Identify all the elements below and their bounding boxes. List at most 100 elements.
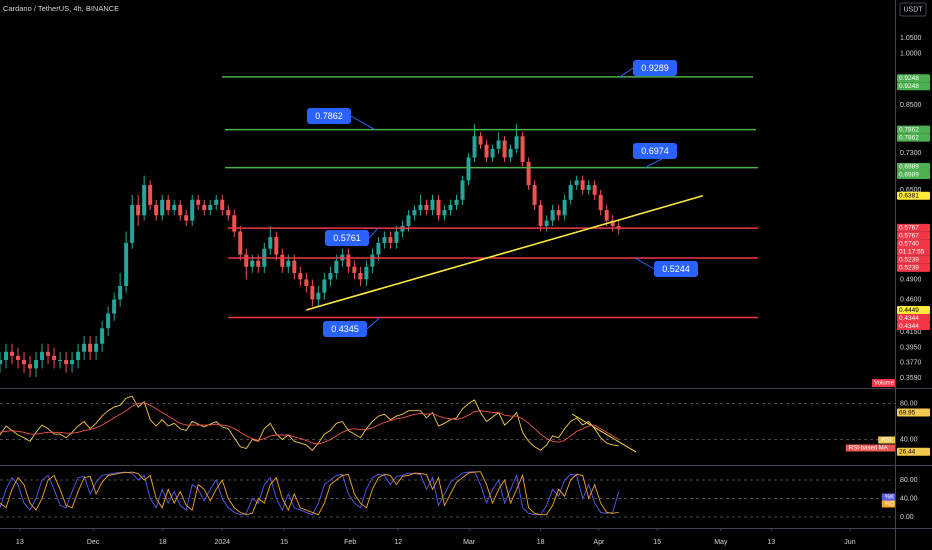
candle-body <box>154 204 159 216</box>
candle-body <box>538 204 543 227</box>
candle-body <box>208 204 213 211</box>
candle-body <box>94 343 99 352</box>
callout-connector <box>619 67 634 78</box>
candle-body <box>166 199 171 211</box>
y-tick-label: 0.8500 <box>900 102 922 109</box>
x-tick-label: 15 <box>280 539 288 546</box>
price-badge-label: 0.5767 <box>899 225 919 232</box>
candle-body <box>580 180 585 190</box>
candle-body <box>256 260 261 267</box>
candle-body <box>448 204 453 211</box>
price-badge-label: 0.6381 <box>899 193 919 200</box>
price-badge-label: 0.6989 <box>899 164 919 171</box>
candle-body <box>406 215 411 227</box>
candle-body <box>604 210 609 221</box>
candle-body <box>22 359 27 365</box>
price-badge-label: 0.5767 <box>899 233 919 240</box>
candle-body <box>346 254 351 267</box>
callout-connector <box>368 227 379 239</box>
x-tick-label: 15 <box>653 539 661 546</box>
price-badge <box>897 306 930 315</box>
candle-body <box>460 180 465 200</box>
legend-badge <box>845 444 895 452</box>
candle-body <box>64 359 69 365</box>
countdown-label: 01:17:55 <box>899 249 925 256</box>
candle-body <box>466 157 471 181</box>
candle-body <box>76 351 81 360</box>
candle-body <box>280 254 285 267</box>
candle-body <box>364 266 369 280</box>
candle-body <box>358 273 363 280</box>
candle-body <box>226 210 231 216</box>
candle-body <box>574 180 579 186</box>
candle-body <box>196 199 201 205</box>
candle-body <box>334 260 339 274</box>
price-badge <box>897 191 930 200</box>
x-tick-label: 12 <box>394 539 402 546</box>
legend-label: RSI <box>881 438 891 444</box>
candle-body <box>124 242 129 286</box>
y-tick-label: 1.0500 <box>900 35 922 42</box>
candle-body <box>172 204 177 211</box>
candle-body <box>190 199 195 221</box>
candle-body <box>304 279 309 286</box>
price-badge <box>897 408 930 417</box>
currency-label[interactable]: USDT <box>903 6 923 13</box>
candle-body <box>16 355 21 360</box>
y-tick-label: 0.3770 <box>900 359 922 366</box>
price-badge <box>897 162 930 171</box>
legend-badge <box>878 436 895 444</box>
price-badge-label: 0.4344 <box>899 323 919 330</box>
candle-body <box>100 328 105 344</box>
candle-body <box>160 199 165 216</box>
x-tick-label: Apr <box>593 539 605 546</box>
candle-body <box>184 215 189 221</box>
currency-button[interactable] <box>899 2 927 17</box>
candle-body <box>412 210 417 216</box>
candle-body <box>136 204 141 216</box>
candle-body <box>130 204 135 243</box>
y-tick-label: 0.3950 <box>900 345 922 352</box>
candle-body <box>418 204 423 211</box>
candle-body <box>214 199 219 205</box>
price-badge-label: 0.4344 <box>899 315 919 322</box>
candle-body <box>508 148 513 158</box>
x-tick-label: 18 <box>537 539 545 546</box>
price-badge-label: 0.9248 <box>899 75 919 82</box>
price-badge-label: 0.6989 <box>899 172 919 179</box>
x-tick-label: Mar <box>463 539 476 546</box>
candle-body <box>34 359 39 369</box>
candle-body <box>478 136 483 145</box>
candle-body <box>328 273 333 280</box>
y-tick-label: 0.4150 <box>900 329 922 336</box>
candle-body <box>10 351 15 356</box>
candle-body <box>502 140 507 158</box>
indicator-line <box>0 471 619 516</box>
price-badge-label: 0.4449 <box>899 307 919 314</box>
candle-body <box>0 359 2 365</box>
price-badge-label: 69.95 <box>899 409 916 416</box>
callout-label: 0.6974 <box>641 146 669 156</box>
candle-body <box>88 343 93 352</box>
candle-body <box>118 285 123 300</box>
x-tick-label: Jun <box>844 539 855 546</box>
y-tick-label: 80.00 <box>900 400 918 407</box>
price-badge-label: 26.44 <box>899 448 916 455</box>
candle-body <box>424 204 429 211</box>
callout-box <box>654 261 698 277</box>
indicator-line <box>0 395 619 451</box>
candle-body <box>526 161 531 186</box>
candle-body <box>202 204 207 211</box>
candle-body <box>238 231 243 255</box>
price-badge <box>897 263 930 272</box>
candle-body <box>292 260 297 274</box>
candle-body <box>370 254 375 267</box>
candle-body <box>58 359 63 361</box>
x-tick-label: 13 <box>16 539 24 546</box>
x-tick-label: May <box>714 539 728 546</box>
price-badge-label: 0.5239 <box>899 265 919 272</box>
price-badge <box>897 125 930 134</box>
volume-label: Volume <box>874 381 895 387</box>
callout-label: 0.9289 <box>641 63 669 73</box>
